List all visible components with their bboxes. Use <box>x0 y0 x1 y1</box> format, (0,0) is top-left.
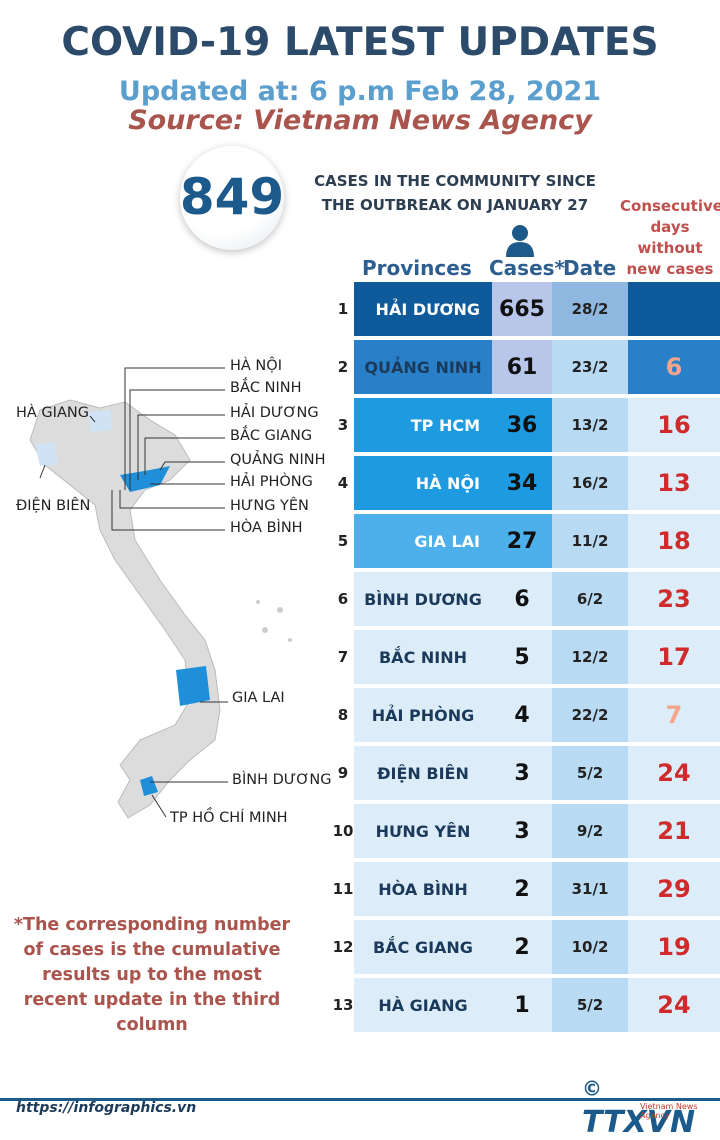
date: 16/2 <box>552 456 628 510</box>
rank: 11 <box>332 880 354 898</box>
days: 6 <box>628 340 720 394</box>
person-icon <box>506 225 534 257</box>
province: HÀ GIANG <box>354 978 492 1032</box>
summary-line: THE OUTBREAK ON JANUARY 27 <box>321 196 589 214</box>
cases: 2 <box>492 862 552 916</box>
days: 19 <box>628 920 720 974</box>
days: 29 <box>628 862 720 916</box>
rank: 1 <box>337 300 349 318</box>
cases: 665 <box>492 282 552 336</box>
map-label: HÒA BÌNH <box>230 520 303 536</box>
days: 17 <box>628 630 720 684</box>
province: TP HCM <box>354 398 492 452</box>
date: 23/2 <box>552 340 628 394</box>
cases: 27 <box>492 514 552 568</box>
col-header: Provinces <box>362 256 472 280</box>
summary-line: CASES IN THE COMMUNITY SINCE <box>314 172 596 190</box>
title: COVID-19 LATEST UPDATES <box>61 20 659 65</box>
map <box>29 367 292 819</box>
days: 23 <box>628 572 720 626</box>
date: 31/1 <box>552 862 628 916</box>
map-label: BẮC GIANG <box>230 428 313 444</box>
map-label: HÀ NỘI <box>230 358 282 374</box>
cases: 36 <box>492 398 552 452</box>
col-header: Date <box>563 256 617 280</box>
rank: 9 <box>337 764 349 782</box>
rank: 12 <box>332 938 354 956</box>
days: 16 <box>628 398 720 452</box>
rank: 7 <box>337 648 349 666</box>
map-label: HÀ GIANG <box>16 405 89 421</box>
cases: 61 <box>492 340 552 394</box>
days-header: Consecutive days without new cases <box>620 197 720 278</box>
days: 13 <box>628 456 720 510</box>
rank: 2 <box>337 358 349 376</box>
days: 24 <box>628 746 720 800</box>
rank: 8 <box>337 706 349 724</box>
province: HẢI PHÒNG <box>354 688 492 742</box>
province: HÀ NỘI <box>354 456 492 510</box>
footnote: *The corresponding number of cases is th… <box>13 915 291 1035</box>
total: 849 <box>179 168 285 226</box>
cases: 4 <box>492 688 552 742</box>
date: 10/2 <box>552 920 628 974</box>
cases: 6 <box>492 572 552 626</box>
date: 12/2 <box>552 630 628 684</box>
date: 13/2 <box>552 398 628 452</box>
source: Source: Vietnam News Agency <box>128 105 592 136</box>
date: 6/2 <box>552 572 628 626</box>
logo-sub: Vietnam News Agency <box>640 1102 698 1120</box>
date: 5/2 <box>552 746 628 800</box>
date: 22/2 <box>552 688 628 742</box>
map-label: HƯNG YÊN <box>230 498 309 514</box>
province: BÌNH DƯƠNG <box>354 572 492 626</box>
date: 9/2 <box>552 804 628 858</box>
province: BẮC NINH <box>354 630 492 684</box>
rank: 10 <box>332 822 354 840</box>
map-label: BÌNH DƯƠNG <box>232 772 332 788</box>
cases: 3 <box>492 804 552 858</box>
date: 28/2 <box>552 282 628 336</box>
cases: 34 <box>492 456 552 510</box>
province: HẢI DƯƠNG <box>354 282 492 336</box>
province: GIA LAI <box>354 514 492 568</box>
date: 11/2 <box>552 514 628 568</box>
province: HƯNG YÊN <box>354 804 492 858</box>
rank: 5 <box>337 532 349 550</box>
map-label: GIA LAI <box>232 690 285 706</box>
rank: 4 <box>337 474 349 492</box>
footer-bar <box>0 1098 720 1123</box>
cases: 2 <box>492 920 552 974</box>
map-label: ĐIỆN BIÊN <box>16 498 91 514</box>
days <box>628 282 720 336</box>
days: 18 <box>628 514 720 568</box>
cases: 1 <box>492 978 552 1032</box>
map-label: BẮC NINH <box>230 380 302 396</box>
days: 7 <box>628 688 720 742</box>
days: 24 <box>628 978 720 1032</box>
map-label: HẢI PHÒNG <box>230 474 313 490</box>
url: https://infographics.vn <box>16 1100 197 1116</box>
province: HÒA BÌNH <box>354 862 492 916</box>
col-header: Cases* <box>489 256 566 280</box>
map-label: QUẢNG NINH <box>230 452 326 468</box>
province: ĐIỆN BIÊN <box>354 746 492 800</box>
map-label: HẢI DƯƠNG <box>230 405 319 421</box>
rank: 3 <box>337 416 349 434</box>
rank: 6 <box>337 590 349 608</box>
rank: 13 <box>332 996 354 1014</box>
province: BẮC GIANG <box>354 920 492 974</box>
days: 21 <box>628 804 720 858</box>
cases: 5 <box>492 630 552 684</box>
total-circle <box>180 146 284 250</box>
cases: 3 <box>492 746 552 800</box>
updated: Updated at: 6 p.m Feb 28, 2021 <box>118 76 602 107</box>
province: QUẢNG NINH <box>354 340 492 394</box>
map-label: TP HỒ CHÍ MINH <box>170 810 288 826</box>
date: 5/2 <box>552 978 628 1032</box>
